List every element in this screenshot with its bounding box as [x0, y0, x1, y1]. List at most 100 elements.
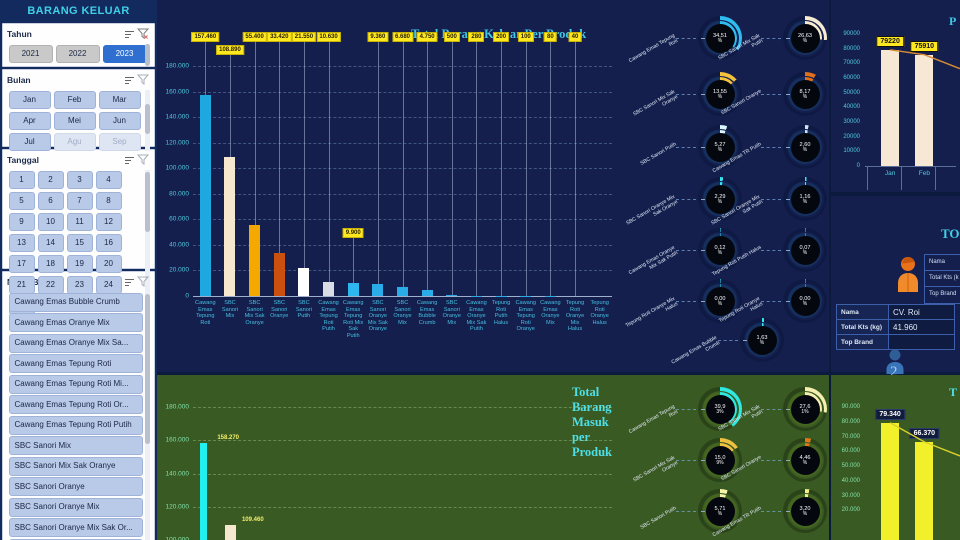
bar[interactable] [397, 287, 408, 296]
bar[interactable] [446, 295, 458, 296]
list-item[interactable]: SBC Sanori Oranye [8, 477, 143, 496]
list-item[interactable]: Cawang Emas Oranye Mix [8, 313, 143, 332]
keluar-bar-chart[interactable]: 0 20.000 40.000 60.000 80.000 100.000 120.000 1… [159, 8, 618, 368]
chip-day-23[interactable]: 23 [66, 275, 93, 294]
sort-icon[interactable] [124, 28, 137, 39]
list-item[interactable]: SBC Sanori Mix [8, 436, 143, 455]
bar[interactable] [421, 289, 433, 296]
bar[interactable] [273, 253, 285, 296]
gauge[interactable]: 5,71% [698, 489, 742, 533]
gauge[interactable]: 0,00% [783, 279, 827, 323]
chip-agu[interactable]: Agu [53, 132, 96, 151]
chip-day-11[interactable]: 11 [66, 212, 93, 231]
bar[interactable] [881, 422, 900, 540]
gauge[interactable]: 1,16% [783, 177, 827, 221]
gauge[interactable]: 26,63% [783, 16, 827, 60]
bar[interactable] [249, 225, 261, 296]
list-item[interactable]: Cawang Emas Tepung Roti Putih [8, 415, 143, 435]
right-top-bar-chart[interactable]: 0 10000 20000 30000 40000 50000 60000 70000 8000… [831, 20, 960, 192]
chip-day-15[interactable]: 15 [66, 233, 93, 252]
bar[interactable] [881, 49, 900, 166]
slicer-tanggal-options[interactable]: 1234567891011121314151617181920212223242… [7, 169, 150, 316]
clear-filter-icon[interactable] [137, 28, 150, 39]
chip-sep[interactable]: Sep [98, 132, 141, 151]
chip-feb[interactable]: Feb [53, 90, 96, 109]
slicer-tanggal-scrollbar[interactable] [145, 170, 150, 315]
gauge[interactable]: 3,20% [783, 489, 827, 533]
list-item[interactable]: Cawang Emas Tepung Roti Or... [8, 395, 143, 414]
bar[interactable] [323, 282, 335, 296]
gauge[interactable]: 13,55% [698, 72, 742, 116]
table-row[interactable]: Nama CV. Roi [836, 304, 955, 320]
chip-apr[interactable]: Apr [8, 111, 51, 130]
chip-day-20[interactable]: 20 [95, 254, 122, 273]
chip-day-14[interactable]: 14 [37, 233, 64, 252]
slicer-bulan[interactable]: Bulan Jan Feb Mar Apr Mei Jun Jul Agu Se… [2, 69, 155, 151]
chip-mei[interactable]: Mei [53, 111, 96, 130]
chip-day-9[interactable]: 9 [8, 212, 35, 231]
slicer-nama-barang[interactable]: Nama Barang Cawang Emas Bubble CrumbCawa… [2, 271, 155, 540]
chip-day-4[interactable]: 4 [95, 170, 122, 189]
slicer-tahun-options[interactable]: 2021 2022 2023 [7, 43, 150, 66]
gauge[interactable]: 2,29% [698, 177, 742, 221]
bar[interactable] [298, 268, 310, 296]
gauge[interactable]: 2,60% [783, 125, 827, 169]
clear-filter-icon[interactable] [137, 74, 150, 85]
bar[interactable] [347, 283, 359, 296]
right-bottom-bar-chart[interactable]: 20.000 30.000 40.000 50.000 60.000 70.000 80.0… [831, 393, 960, 540]
slicer-tanggal[interactable]: Tanggal 1 2 3 4 5 6 7 8 9 10 11 12 13 14 15 16 17 18 19 20 2… [2, 149, 155, 315]
chip-day-2[interactable]: 2 [37, 170, 64, 189]
chip-jul[interactable]: Jul [8, 132, 51, 151]
slicer-tahun-scrollbar[interactable] [145, 44, 150, 66]
chip-day-1[interactable]: 1 [8, 170, 35, 189]
bar[interactable] [372, 284, 384, 296]
chip-day-19[interactable]: 19 [66, 254, 93, 273]
chip-day-12[interactable]: 12 [95, 212, 122, 231]
list-item[interactable]: SBC Sanori Mix Sak Oranye [8, 456, 143, 476]
list-item[interactable]: Cawang Emas Bubble Crumb [8, 292, 143, 312]
list-item[interactable]: SBC Sanori Oranye Mix [8, 497, 143, 517]
chip-day-10[interactable]: 10 [37, 212, 64, 231]
slicer-bulan-options[interactable]: Jan Feb Mar Apr Mei Jun Jul Agu Sep [7, 89, 150, 152]
chip-jun[interactable]: Jun [98, 111, 141, 130]
gauge[interactable]: 5,27% [698, 125, 742, 169]
masuk-bar-chart[interactable]: 100.000 120.000 140.000 160.000 180.000 158.2… [159, 393, 618, 540]
chip-2021[interactable]: 2021 [8, 44, 53, 63]
gauge[interactable]: 15,0 9% [698, 438, 742, 482]
chip-jan[interactable]: Jan [8, 90, 51, 109]
sort-icon[interactable] [124, 74, 137, 85]
gauge[interactable]: 27,6 1% [783, 387, 827, 431]
chip-2023[interactable]: 2023 [102, 44, 147, 63]
chip-day-16[interactable]: 16 [95, 233, 122, 252]
chip-day-18[interactable]: 18 [37, 254, 64, 273]
list-item[interactable]: Cawang Emas Tepung Roti [8, 354, 143, 373]
nama-barang-scrollbar[interactable] [145, 292, 150, 540]
list-item[interactable]: Cawang Emas Oranye Mix Sa... [8, 333, 143, 353]
table-row[interactable]: Top Brand [836, 334, 955, 350]
list-item[interactable]: SBC Sanori Oranye Mix Sak Or... [8, 518, 143, 537]
chip-day-13[interactable]: 13 [8, 233, 35, 252]
chip-day-8[interactable]: 8 [95, 191, 122, 210]
slicer-tahun[interactable]: Tahun 2021 2022 2023 [2, 23, 155, 67]
masuk-gauge-grid[interactable]: 39,9 3% Cawang Emas Tepung Roti 27,6 1% SBC S… [620, 375, 829, 540]
clear-filter-icon[interactable] [137, 276, 150, 287]
gauge[interactable]: 1,63% [740, 318, 784, 362]
bar[interactable] [200, 443, 208, 540]
chip-mar[interactable]: Mar [98, 90, 141, 109]
nama-barang-list[interactable]: Cawang Emas Bubble Crumb Cawang Emas Oran… [7, 291, 150, 540]
list-item[interactable]: Cawang Emas Tepung Roti Mi... [8, 374, 143, 394]
gauge[interactable]: 4,46% [783, 438, 827, 482]
bar[interactable] [224, 524, 236, 540]
chip-day-3[interactable]: 3 [66, 170, 93, 189]
gauge[interactable]: 0,07% [783, 228, 827, 272]
slicer-bulan-scrollbar[interactable] [145, 90, 150, 151]
gauge[interactable]: 0,00% [698, 279, 742, 323]
keluar-gauge-grid[interactable]: 34,51% Cawang Emas Tepung Roti 26,63% SBC S… [620, 0, 829, 372]
gauge[interactable]: 34,51% [698, 16, 742, 60]
bar[interactable] [915, 54, 934, 166]
clear-filter-icon[interactable] [137, 154, 150, 165]
sort-icon[interactable] [124, 276, 137, 287]
table-row[interactable]: Total Kts (kg) 41.960 [836, 319, 955, 335]
sort-icon[interactable] [124, 154, 137, 165]
chip-day-5[interactable]: 5 [8, 191, 35, 210]
